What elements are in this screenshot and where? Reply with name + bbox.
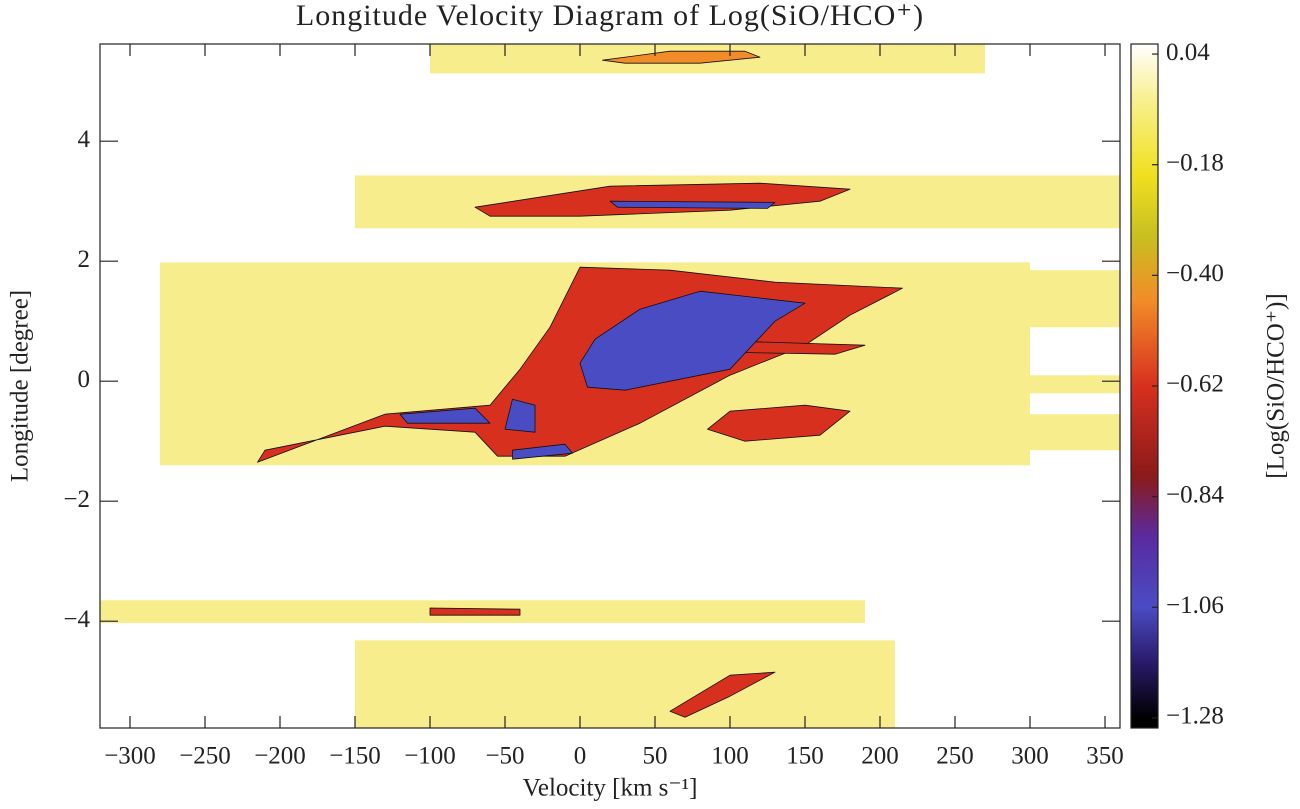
data-region	[504, 398, 536, 433]
x-tick-label: −300	[104, 743, 156, 770]
x-tick-label: 350	[1086, 743, 1124, 770]
colorbar-tick-label: −1.28	[1166, 703, 1224, 730]
x-tick-label: −50	[485, 743, 524, 770]
colorbar-tick-label: −0.84	[1166, 481, 1224, 508]
data-region	[1030, 375, 1120, 394]
y-tick-label: 4	[78, 126, 91, 153]
x-tick-label: 250	[936, 743, 974, 770]
plot-frame	[99, 43, 1121, 729]
x-tick-label: 200	[861, 743, 899, 770]
x-tick-label: 0	[574, 743, 587, 770]
data-region	[669, 671, 776, 718]
chart-title: Longitude Velocity Diagram of Log(SiO/HC…	[296, 0, 924, 32]
data-region	[399, 407, 491, 424]
data-region	[512, 443, 573, 460]
data-region	[707, 404, 851, 442]
data-region	[602, 50, 761, 64]
data-region	[429, 607, 521, 616]
y-tick-label: −4	[63, 606, 90, 633]
colorbar-tick-label: −0.62	[1166, 371, 1224, 398]
colorbar-label: [Log(SiO/HCO⁺)]	[1263, 293, 1290, 478]
x-tick-label: 150	[786, 743, 824, 770]
y-axis-label: Longitude [degree]	[7, 290, 34, 482]
data-region	[609, 200, 776, 209]
data-region	[355, 640, 895, 728]
colorbar-tick-label: −1.06	[1166, 592, 1224, 619]
x-tick-label: −250	[179, 743, 231, 770]
colorbar-tick-label: −0.18	[1166, 149, 1224, 176]
data-region	[579, 290, 806, 391]
x-tick-label: −150	[329, 743, 381, 770]
colorbar-tick-label: −0.40	[1166, 260, 1224, 287]
data-region	[1030, 270, 1120, 328]
x-tick-label: −100	[404, 743, 456, 770]
data-region	[1030, 414, 1120, 451]
y-tick-label: 0	[78, 366, 91, 393]
y-tick-label: −2	[63, 486, 90, 513]
y-tick-label: 2	[78, 246, 91, 273]
x-tick-label: 100	[711, 743, 749, 770]
data-region	[474, 182, 851, 217]
x-tick-label: 50	[643, 743, 668, 770]
colorbar-tick-label: 0.04	[1166, 39, 1210, 66]
x-tick-label: 300	[1011, 743, 1049, 770]
x-axis-label: Velocity [km s⁻¹]	[523, 775, 698, 802]
x-tick-label: −200	[254, 743, 306, 770]
plot-area	[100, 44, 1120, 728]
